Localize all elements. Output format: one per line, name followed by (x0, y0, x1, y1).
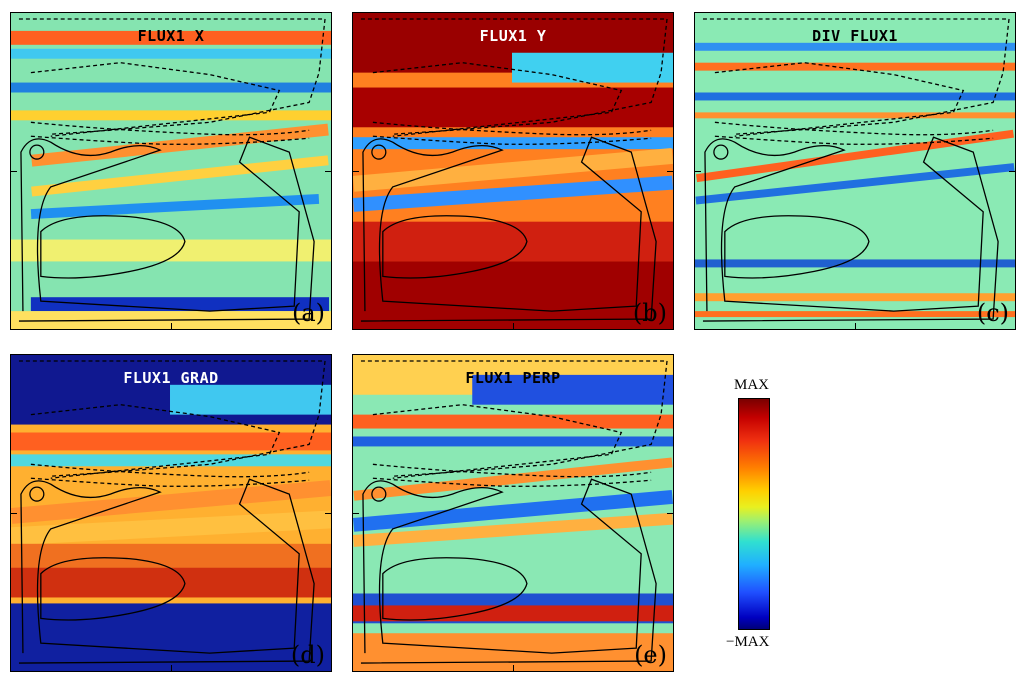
panel-e-flux1-perp: FLUX1 PERP (e) (352, 354, 674, 672)
panel-c-div-flux1: DIV FLUX1 (c) (694, 12, 1016, 330)
axis-tick (11, 513, 17, 514)
field-map (353, 355, 673, 671)
panel-title: DIV FLUX1 (812, 27, 898, 45)
axis-tick (353, 171, 359, 172)
panel-b-flux1-y: FLUX1 Y (b) (352, 12, 674, 330)
colorbar (738, 398, 770, 630)
field-map (11, 13, 331, 329)
colorbar-max-label: MAX (734, 377, 770, 393)
colorbar-min-label: −MAX (726, 634, 770, 650)
panel-label: (e) (634, 641, 667, 669)
panel-a-flux1-x: FLUX1 X (a) (10, 12, 332, 330)
axis-tick (1009, 171, 1015, 172)
axis-tick (513, 323, 514, 329)
panel-title: FLUX1 X (137, 27, 205, 45)
axis-tick (171, 665, 172, 671)
panel-d-flux1-grad: FLUX1 GRAD (d) (10, 354, 332, 672)
field-map (11, 355, 331, 671)
field-map (353, 13, 673, 329)
axis-tick (695, 171, 701, 172)
axis-tick (855, 323, 856, 329)
axis-tick (325, 513, 331, 514)
axis-tick (667, 513, 673, 514)
panel-label: (d) (290, 641, 325, 669)
panel-label: (a) (291, 299, 325, 327)
axis-tick (11, 171, 17, 172)
axis-tick (171, 323, 172, 329)
contour-lines (360, 18, 668, 322)
panel-title: FLUX1 PERP (465, 369, 561, 387)
axis-tick (353, 513, 359, 514)
contour-lines (360, 360, 668, 664)
contour-lines (18, 18, 326, 322)
axis-tick (325, 171, 331, 172)
axis-tick (513, 665, 514, 671)
panel-label: (b) (632, 299, 667, 327)
contour-lines (702, 18, 1010, 322)
panel-title: FLUX1 GRAD (123, 369, 219, 387)
field-map (695, 13, 1015, 329)
panel-title: FLUX1 Y (479, 27, 547, 45)
axis-tick (667, 171, 673, 172)
panel-label: (c) (976, 299, 1009, 327)
contour-lines (18, 360, 326, 664)
